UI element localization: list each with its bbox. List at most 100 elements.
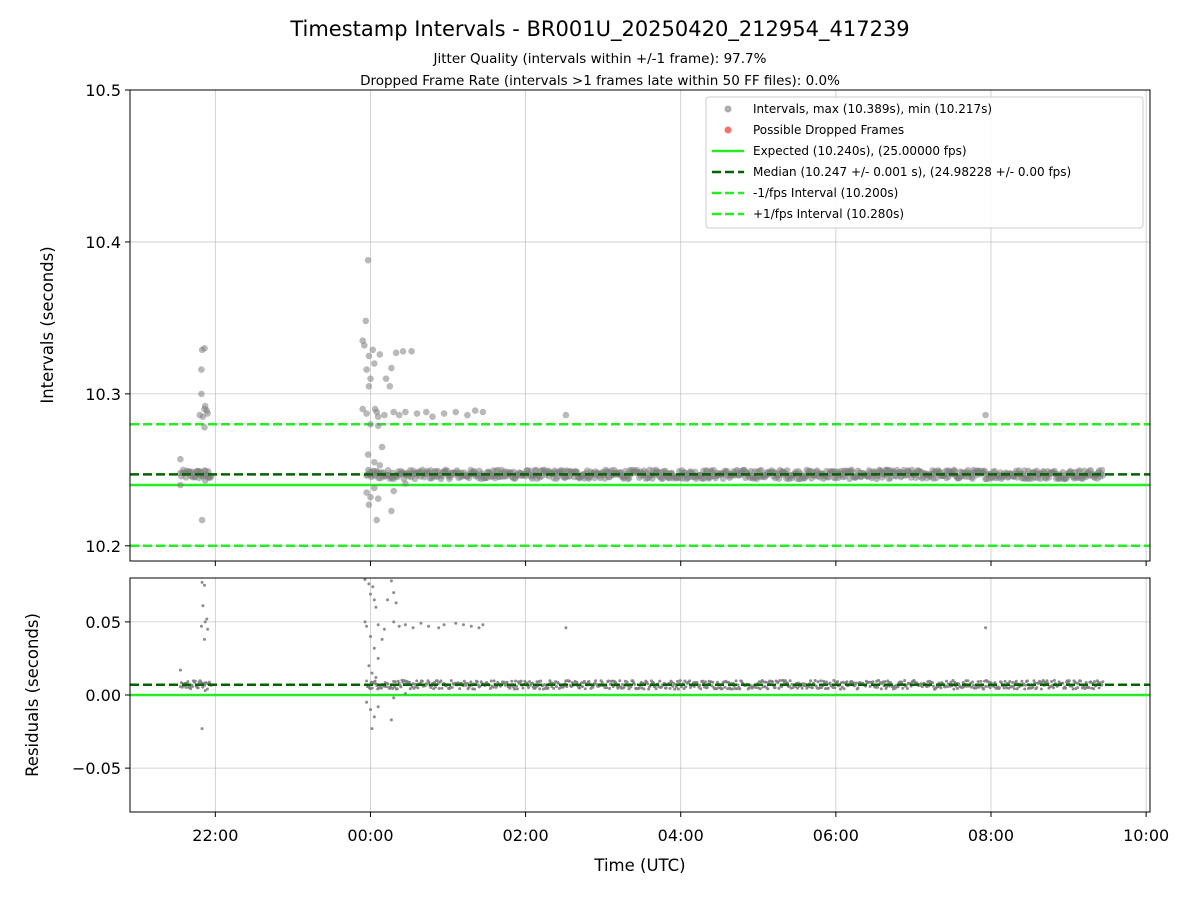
interval-point <box>952 687 956 691</box>
interval-point <box>1098 466 1106 474</box>
y-tick-label: 10.4 <box>85 233 121 252</box>
outlier-point <box>205 617 209 621</box>
outlier-point <box>363 489 370 496</box>
interval-point <box>1045 679 1049 683</box>
outlier-point <box>371 458 378 466</box>
interval-point <box>600 680 604 684</box>
interval-point <box>618 679 622 683</box>
outlier-point <box>382 627 386 631</box>
interval-point <box>868 685 872 688</box>
outlier-point <box>361 342 368 349</box>
y-tick-label: 10.2 <box>85 537 121 556</box>
interval-point <box>671 684 675 688</box>
x-tick-label: 06:00 <box>813 826 859 845</box>
interval-point <box>627 687 631 691</box>
interval-point <box>845 680 849 684</box>
outlier-point <box>437 626 441 630</box>
interval-point <box>1024 683 1028 687</box>
outlier-point <box>201 604 205 608</box>
chart-title: Timestamp Intervals - BR001U_20250420_21… <box>289 17 909 42</box>
interval-point <box>594 679 598 683</box>
interval-point <box>1097 686 1101 690</box>
outlier-point <box>402 480 409 487</box>
outlier-point <box>367 421 374 428</box>
interval-point <box>1087 686 1091 690</box>
interval-point <box>854 681 858 685</box>
interval-point <box>1007 686 1011 690</box>
interval-point <box>587 680 591 683</box>
outlier-point <box>392 349 400 357</box>
interval-point <box>770 680 774 684</box>
y-tick-label: 10.5 <box>85 81 121 100</box>
interval-point <box>676 679 679 683</box>
outlier-point <box>203 689 207 693</box>
interval-point <box>764 680 768 684</box>
interval-point <box>773 686 777 690</box>
interval-point <box>1076 686 1080 690</box>
interval-point <box>1052 678 1056 682</box>
interval-point <box>688 679 692 683</box>
outlier-point <box>199 413 207 421</box>
interval-point <box>415 679 419 683</box>
interval-point <box>876 685 880 689</box>
legend-label-minus-interval: -1/fps Interval (10.200s) <box>753 186 898 200</box>
interval-point <box>575 680 579 684</box>
outlier-point <box>403 692 407 695</box>
interval-point <box>475 680 479 684</box>
outlier-point <box>481 623 485 627</box>
interval-point <box>528 680 531 684</box>
outlier-point <box>371 484 378 492</box>
outlier-point <box>200 580 204 584</box>
interval-point <box>413 682 417 686</box>
outlier-point <box>201 345 208 352</box>
interval-point <box>826 686 830 690</box>
outlier-point <box>390 408 398 416</box>
outlier-point <box>363 620 367 624</box>
interval-point <box>1092 687 1095 691</box>
outlier-point <box>367 375 374 383</box>
interval-point <box>478 684 482 688</box>
interval-point <box>877 678 880 682</box>
interval-point <box>734 679 738 683</box>
interval-point <box>1023 687 1027 691</box>
interval-point <box>673 687 677 691</box>
interval-point <box>416 686 420 690</box>
interval-point <box>420 679 424 683</box>
outlier-point <box>442 623 446 627</box>
interval-point <box>205 687 209 691</box>
outlier-point <box>462 623 465 627</box>
interval-point <box>727 680 731 684</box>
legend-label-median: Median (10.247 +/- 0.001 s), (24.98228 +… <box>753 165 1071 179</box>
outlier-point <box>203 637 206 641</box>
interval-point <box>1050 680 1054 683</box>
interval-point <box>1015 687 1019 691</box>
interval-point <box>705 686 709 689</box>
outlier-point <box>373 516 381 524</box>
interval-point <box>1035 686 1039 690</box>
outlier-point <box>395 411 403 419</box>
outlier-point <box>386 598 389 602</box>
interval-point <box>788 679 792 683</box>
outlier-point <box>362 317 370 325</box>
interval-point <box>766 687 770 691</box>
outlier-point <box>203 583 206 587</box>
interval-point <box>720 687 724 691</box>
interval-point <box>819 679 823 683</box>
outlier-point <box>196 468 204 475</box>
outlier-point <box>369 708 372 712</box>
interval-point <box>796 686 799 690</box>
interval-point <box>851 681 855 685</box>
interval-point <box>699 687 703 691</box>
interval-point <box>555 685 558 689</box>
interval-point <box>979 679 983 683</box>
interval-point <box>365 679 369 683</box>
interval-point <box>184 685 188 689</box>
outlier-point <box>402 408 409 416</box>
interval-point <box>716 680 719 684</box>
interval-point <box>723 685 727 689</box>
outlier-point <box>388 364 395 372</box>
outlier-point <box>363 410 370 417</box>
interval-point <box>956 687 960 690</box>
interval-point <box>502 680 506 684</box>
interval-point <box>370 686 374 690</box>
